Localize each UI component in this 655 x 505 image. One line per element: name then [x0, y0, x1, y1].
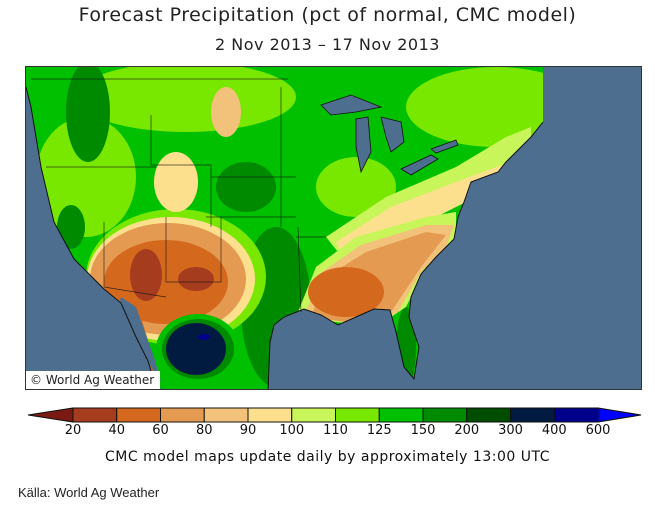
color-scale-bin — [203, 407, 249, 423]
update-note: CMC model maps update daily by approxima… — [105, 449, 550, 465]
precipitation-map: © World Ag Weather — [25, 66, 642, 390]
color-scale-bin — [116, 407, 161, 423]
color-scale-label: 200 — [454, 423, 480, 438]
color-scale-low-arrow — [28, 407, 74, 423]
color-scale-label: 40 — [108, 423, 126, 438]
color-scale-label: 125 — [366, 423, 392, 438]
color-scale-label: 110 — [323, 423, 348, 438]
color-scale-bin — [160, 407, 205, 423]
color-scale-label: 90 — [239, 423, 257, 438]
color-scale-label: 100 — [279, 423, 305, 438]
date-range: 2 Nov 2013 – 17 Nov 2013 — [215, 35, 440, 54]
color-scale-bin — [335, 407, 380, 423]
color-scale-bin — [510, 407, 555, 423]
color-scale-labels: 20 40 60 80 90 100 110 125 150 200 300 400 600 — [0, 423, 655, 439]
color-scale-label: 600 — [585, 423, 611, 438]
map-graphic — [26, 67, 544, 389]
color-scale-bin — [291, 407, 336, 423]
color-scale-bin — [72, 407, 118, 423]
color-scale-label: 20 — [64, 423, 82, 438]
color-scale-bin — [422, 407, 468, 423]
color-scale-bin — [378, 407, 424, 423]
land-fields — [26, 67, 543, 389]
source-caption: Källa: World Ag Weather — [18, 485, 160, 500]
color-scale-label: 400 — [541, 423, 567, 438]
color-scale-label: 300 — [498, 423, 523, 438]
color-scale-high-arrow — [597, 407, 642, 423]
map-title: Forecast Precipitation (pct of normal, C… — [78, 4, 577, 26]
color-scale-label: 80 — [195, 423, 213, 438]
color-scale-bin — [553, 407, 599, 423]
color-scale-bin — [466, 407, 511, 423]
color-scale-bar — [28, 407, 642, 423]
color-scale-label: 60 — [152, 423, 169, 438]
copyright-label: © World Ag Weather — [26, 371, 161, 389]
color-scale-bin — [247, 407, 293, 423]
color-scale-label: 150 — [410, 423, 436, 438]
